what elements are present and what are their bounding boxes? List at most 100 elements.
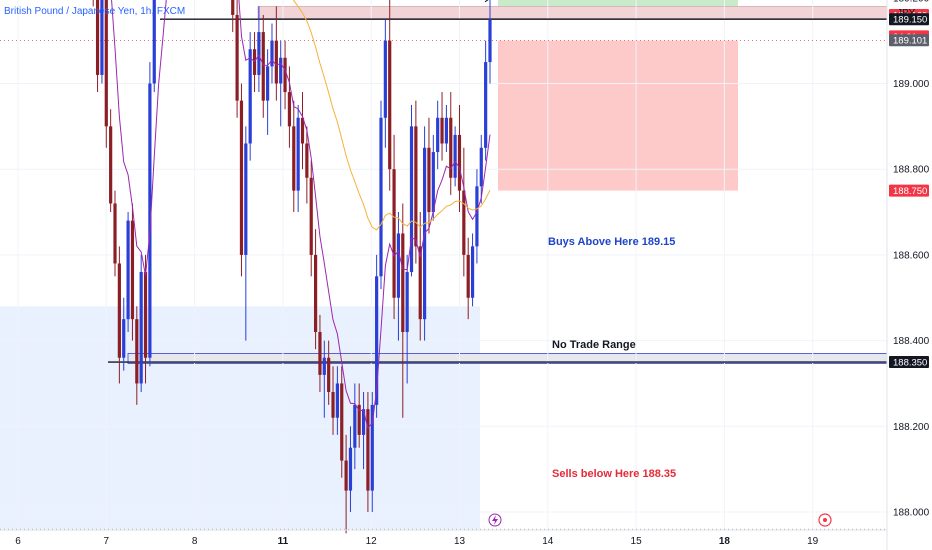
candle-body bbox=[327, 357, 331, 393]
candle-body bbox=[152, 0, 156, 84]
candle-body bbox=[257, 32, 261, 75]
candle-body bbox=[414, 126, 418, 247]
candle-body bbox=[348, 447, 353, 491]
candle-body bbox=[449, 117, 453, 178]
candle-body bbox=[444, 117, 448, 144]
candle-body bbox=[405, 272, 409, 333]
time-tick: 8 bbox=[192, 536, 198, 547]
candle-body bbox=[409, 126, 414, 273]
time-tick: 14 bbox=[542, 536, 554, 547]
candle-body bbox=[135, 319, 139, 384]
annotations: Buys Above Here 189.15 No Trade Range Sell… bbox=[488, 236, 832, 527]
candle-body bbox=[239, 100, 244, 255]
candle-body bbox=[361, 409, 366, 435]
candle-body bbox=[388, 40, 392, 170]
candle-body bbox=[143, 272, 148, 358]
candle-body bbox=[248, 49, 252, 144]
candle-body bbox=[104, 0, 108, 127]
buy-annotation: Buys Above Here 189.15 bbox=[548, 236, 675, 248]
moving-averages bbox=[111, 0, 491, 430]
candle-body bbox=[322, 357, 326, 375]
time-tick: 12 bbox=[366, 536, 378, 547]
candle-body bbox=[375, 276, 379, 405]
price-label-bg bbox=[889, 34, 929, 47]
no-trade-zone bbox=[498, 40, 738, 191]
price-tick: 188.200 bbox=[893, 422, 930, 433]
candle-body bbox=[266, 66, 270, 101]
candle-body bbox=[305, 143, 309, 178]
horizontal-levels bbox=[108, 0, 887, 363]
candle-body bbox=[431, 152, 435, 213]
time-tick: 15 bbox=[631, 536, 643, 547]
time-tick: 6 bbox=[15, 536, 21, 547]
ema-fast-line bbox=[111, 0, 491, 430]
time-tick: 13 bbox=[454, 536, 466, 547]
candle-body bbox=[318, 332, 322, 375]
candle-body bbox=[126, 220, 130, 320]
candle-body bbox=[470, 246, 475, 298]
candle-body bbox=[117, 263, 121, 358]
candle-body bbox=[418, 246, 422, 320]
candle-body bbox=[466, 254, 470, 298]
candle-body bbox=[95, 0, 100, 75]
candle-body bbox=[462, 190, 466, 255]
candle-body bbox=[113, 203, 117, 264]
price-axis: 188.000 188.200 188.400 188.600 188.800 189.0… bbox=[886, 0, 930, 550]
candle-body bbox=[296, 117, 300, 191]
candle-body bbox=[340, 383, 344, 461]
candle-body bbox=[279, 57, 283, 84]
price-tick: 188.800 bbox=[893, 165, 930, 176]
candle-body bbox=[244, 143, 248, 255]
candle-body bbox=[396, 233, 401, 298]
candle-body bbox=[274, 40, 278, 84]
candle-body bbox=[335, 383, 339, 418]
candle-body bbox=[457, 134, 462, 191]
candle-body bbox=[357, 404, 361, 435]
candle-body bbox=[488, 19, 492, 63]
candle-body bbox=[231, 0, 235, 15]
candles bbox=[92, 0, 492, 534]
candle-body bbox=[401, 233, 405, 333]
candle-body bbox=[148, 83, 152, 358]
candle-body bbox=[440, 117, 444, 144]
candle-body bbox=[109, 126, 113, 204]
price-label: 188.750 bbox=[893, 186, 927, 197]
arrow-head bbox=[484, 0, 489, 3]
time-axis: 6 7 8 11 12 13 14 15 18 19 bbox=[0, 529, 887, 547]
price-label: 188.350 bbox=[893, 358, 927, 369]
price-tick: 188.000 bbox=[893, 508, 930, 519]
flash-icon bbox=[492, 515, 498, 525]
price-tick: 189.200 bbox=[893, 0, 930, 4]
price-label: 189.101 bbox=[893, 36, 927, 47]
candle-body bbox=[292, 126, 296, 191]
candle-body bbox=[139, 272, 143, 384]
candle-body bbox=[100, 0, 104, 75]
time-tick: 18 bbox=[719, 536, 731, 547]
candle-body bbox=[261, 32, 265, 101]
resistance-band bbox=[257, 6, 888, 19]
candle-body bbox=[484, 62, 488, 148]
candle-body bbox=[300, 117, 305, 144]
candle-body bbox=[270, 40, 274, 67]
price-label-bg bbox=[889, 356, 929, 369]
candle-body bbox=[370, 404, 374, 491]
time-tick: 7 bbox=[104, 536, 110, 547]
no-trade-annotation: No Trade Range bbox=[552, 339, 636, 351]
candle-body bbox=[475, 186, 479, 247]
candle-body bbox=[453, 134, 457, 178]
candle-body bbox=[313, 254, 318, 333]
candle-body bbox=[283, 57, 287, 93]
price-label-bg bbox=[889, 13, 929, 26]
sell-zone bbox=[0, 306, 480, 530]
sell-annotation: Sells below Here 188.35 bbox=[552, 468, 676, 480]
currency-label[interactable]: JPY bbox=[897, 8, 916, 19]
candle-body bbox=[353, 404, 357, 448]
candle-body bbox=[379, 117, 383, 277]
candle-body bbox=[130, 220, 135, 320]
candle-body bbox=[235, 14, 239, 101]
candle-body bbox=[436, 117, 440, 153]
ema-slow-line bbox=[292, 0, 491, 231]
candle-body bbox=[331, 392, 335, 418]
time-tick: 11 bbox=[278, 536, 289, 547]
